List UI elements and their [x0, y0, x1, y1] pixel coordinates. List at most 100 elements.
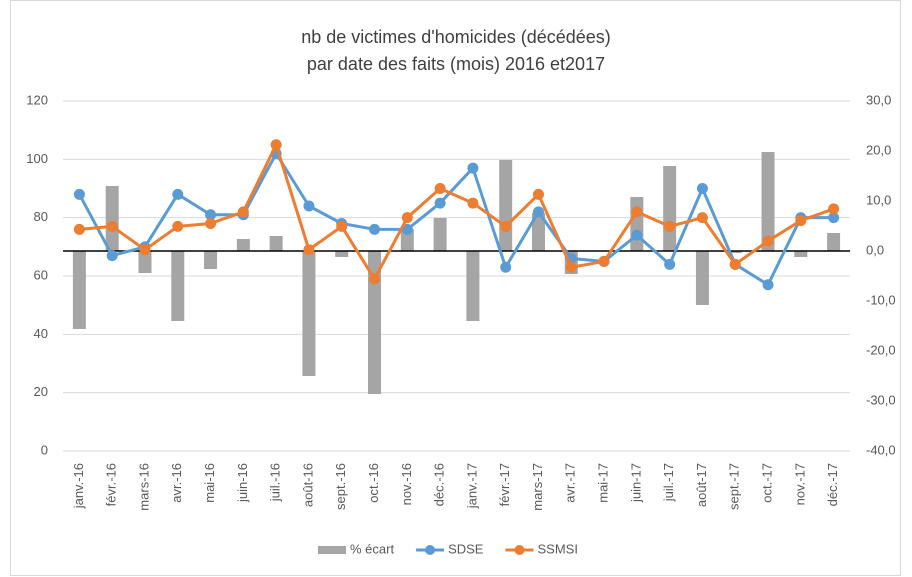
marker: [762, 279, 774, 291]
marker: [401, 212, 413, 224]
marker: [205, 209, 217, 221]
marker: [73, 188, 85, 200]
marker: [598, 255, 610, 267]
bar: [531, 213, 545, 251]
bar: [269, 236, 283, 251]
marker: [369, 273, 381, 285]
y2-tick-label: -30,0: [866, 392, 896, 407]
marker: [303, 244, 315, 256]
marker: [172, 220, 184, 232]
x-tick-label: avr.-16: [169, 463, 184, 503]
bar: [204, 251, 218, 269]
marker: [336, 220, 348, 232]
marker: [664, 258, 676, 270]
y-tick-label: 80: [34, 209, 48, 224]
marker: [106, 250, 118, 262]
y2-tick-label: 20,0: [866, 142, 891, 157]
marker: [532, 188, 544, 200]
marker: [729, 258, 741, 270]
legend-swatch: [514, 545, 525, 555]
y-tick-label: 120: [26, 92, 48, 107]
x-tick-label: juin-17: [628, 463, 643, 503]
x-tick-label: avr.-17: [563, 463, 578, 503]
legend-label: SDSE: [448, 541, 484, 556]
x-tick-label: mai-17: [596, 463, 611, 503]
legend-label: SSMSI: [537, 541, 577, 556]
marker: [270, 139, 282, 151]
marker: [631, 229, 643, 241]
x-tick-label: août-17: [694, 463, 709, 507]
marker: [500, 220, 512, 232]
bar: [466, 251, 480, 321]
marker: [467, 162, 479, 174]
legend-label: % écart: [350, 541, 394, 556]
legend-swatch: [425, 545, 436, 555]
bar: [302, 251, 316, 376]
x-tick-label: mars-17: [530, 463, 545, 511]
x-tick-label: sept.-16: [333, 463, 348, 510]
marker: [237, 206, 249, 218]
x-tick-label: mai-16: [202, 463, 217, 503]
line: [78, 152, 834, 287]
x-tick-label: janv.-17: [464, 463, 479, 509]
x-tick-label: févr.-16: [104, 463, 119, 506]
marker: [696, 212, 708, 224]
x-tick-label: nov.-16: [399, 463, 414, 505]
y2-tick-label: -10,0: [866, 292, 896, 307]
marker: [532, 206, 544, 218]
marker: [828, 212, 840, 224]
y-tick-label: 60: [34, 267, 48, 282]
bar: [499, 160, 513, 251]
marker: [205, 218, 217, 229]
x-tick-label: janv.-16: [71, 463, 86, 509]
marker: [467, 197, 479, 209]
bar: [171, 251, 185, 321]
x-tick-label: juil.-16: [268, 463, 283, 502]
y2-tick-label: -40,0: [866, 442, 896, 457]
bar: [138, 251, 152, 273]
x-tick-label: août-16: [300, 463, 315, 507]
marker: [434, 183, 446, 194]
y2-tick-label: 10,0: [866, 192, 891, 207]
bar: [433, 218, 447, 251]
legend-swatch: [318, 546, 346, 554]
bar: [368, 251, 382, 394]
x-tick-label: févr.-17: [497, 463, 512, 506]
marker: [762, 235, 774, 247]
chart-title: par date des faits (mois) 2016 et2017: [307, 54, 605, 74]
x-tick-label: sept.-17: [727, 463, 742, 510]
marker: [106, 220, 118, 232]
marker: [795, 215, 807, 227]
x-tick-label: juin-16: [235, 463, 250, 503]
x-tick-label: déc.-17: [825, 463, 840, 506]
x-tick-label: oct.-16: [366, 463, 381, 503]
marker: [369, 223, 381, 235]
y2-tick-label: 30,0: [866, 92, 891, 107]
marker: [500, 261, 512, 273]
y2-tick-label: -20,0: [866, 342, 896, 357]
chart-title: nb de victimes d'homicides (décédées): [301, 27, 611, 47]
marker: [303, 200, 315, 212]
y-tick-label: 20: [34, 384, 48, 399]
marker: [565, 261, 577, 273]
bar: [400, 229, 414, 251]
marker: [172, 188, 184, 200]
bar: [630, 197, 644, 251]
marker: [401, 223, 413, 235]
x-tick-label: oct.-17: [759, 463, 774, 503]
x-tick-label: juil.-17: [661, 463, 676, 502]
bar: [236, 239, 250, 251]
x-tick-label: mars-16: [136, 463, 151, 511]
x-tick-label: déc.-16: [432, 463, 447, 506]
bar: [827, 233, 841, 251]
bar: [105, 186, 119, 251]
marker: [828, 203, 840, 215]
marker: [434, 197, 446, 209]
bar: [695, 251, 709, 305]
bar: [761, 152, 775, 251]
marker: [696, 183, 708, 194]
chart-frame: [10, 0, 901, 576]
bar: [335, 251, 349, 257]
y-tick-label: 100: [26, 151, 48, 166]
